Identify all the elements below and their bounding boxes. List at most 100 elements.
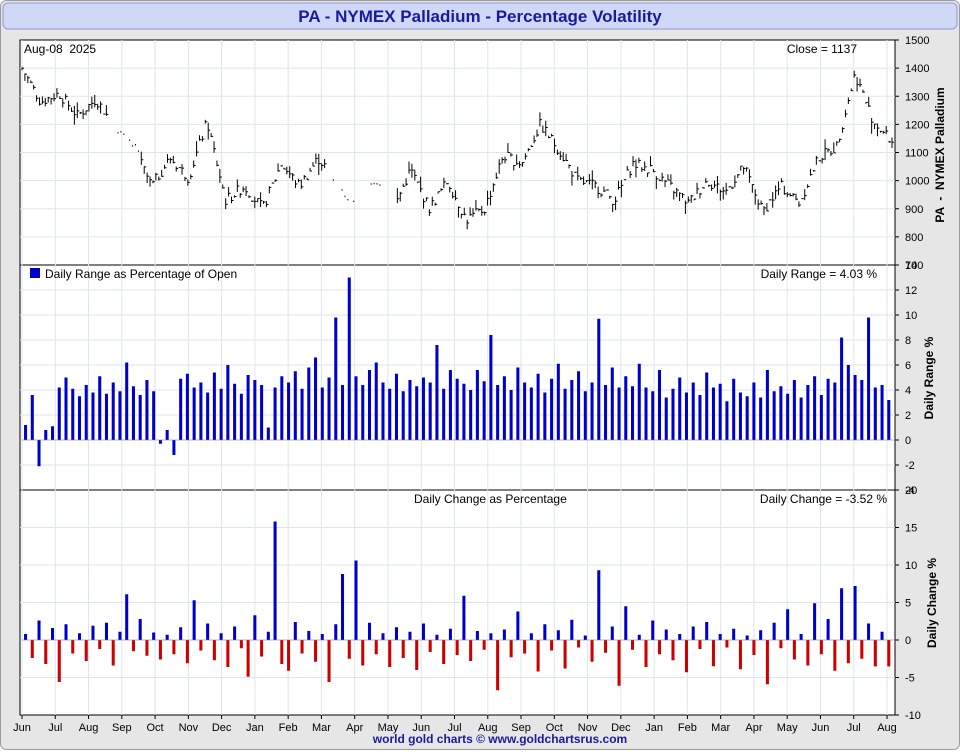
range-bar xyxy=(792,380,796,440)
range-bar xyxy=(806,385,810,440)
range-bar xyxy=(253,380,257,440)
range-bar xyxy=(152,391,156,440)
range-bar xyxy=(104,393,108,440)
change-bar xyxy=(732,628,736,640)
range-bar xyxy=(320,387,324,440)
change-y-axis-title: Daily Change % xyxy=(925,558,939,648)
range-bar xyxy=(341,385,345,440)
change-readout: Daily Change = -3.52 % xyxy=(760,492,887,506)
range-bar xyxy=(57,387,61,440)
range-bar xyxy=(833,382,837,440)
y-tick-label: 20 xyxy=(905,485,917,497)
y-tick-label: -5 xyxy=(905,673,915,685)
range-bar xyxy=(516,367,520,440)
range-bar xyxy=(482,381,486,440)
range-bar xyxy=(597,318,601,440)
change-bar xyxy=(408,631,412,640)
change-bar xyxy=(165,634,169,640)
range-bar xyxy=(469,390,473,440)
change-bar xyxy=(185,640,189,664)
range-bar xyxy=(590,382,594,440)
change-bar xyxy=(57,640,61,682)
range-bar xyxy=(489,335,493,440)
change-bar xyxy=(84,640,88,661)
range-bar xyxy=(826,378,830,440)
range-bar xyxy=(307,367,311,440)
change-bar xyxy=(347,640,351,659)
change-bar xyxy=(388,640,392,667)
y-tick-label: 0 xyxy=(905,635,911,647)
range-y-axis-title: Daily Range % xyxy=(922,336,936,419)
change-bar xyxy=(448,628,452,640)
change-bar xyxy=(219,633,223,640)
change-bar xyxy=(718,634,722,640)
price-y-axis: 700 800 900 1000 1100 1200 1300 1400 1500 xyxy=(895,35,929,272)
change-bar xyxy=(293,622,297,640)
range-bar xyxy=(158,440,162,444)
chart-title: PA - NYMEX Palladium - Percentage Volati… xyxy=(298,7,662,26)
change-bar xyxy=(698,640,702,649)
range-bar xyxy=(131,386,135,440)
range-bar xyxy=(840,337,844,440)
change-bar xyxy=(131,640,135,652)
change-bar xyxy=(206,623,210,640)
change-bar xyxy=(361,640,365,666)
range-bar xyxy=(374,362,378,440)
x-tick-label: Mar xyxy=(312,722,331,734)
x-tick-label: Mar xyxy=(711,722,730,734)
y-tick-label: 15 xyxy=(905,523,917,535)
change-bar xyxy=(125,594,129,640)
change-bar xyxy=(826,619,830,640)
x-tick-label: Jul xyxy=(847,722,861,734)
change-bar xyxy=(617,640,621,686)
range-bar xyxy=(765,370,769,440)
range-bar xyxy=(786,393,790,440)
change-bar xyxy=(327,640,331,682)
change-bar xyxy=(644,640,648,667)
change-bar xyxy=(590,640,594,662)
range-bar xyxy=(172,440,176,455)
range-bar xyxy=(287,382,291,440)
x-tick-label: Oct xyxy=(546,722,563,734)
range-bar xyxy=(523,382,527,440)
range-bar xyxy=(401,391,405,440)
range-bar xyxy=(185,373,189,440)
range-bar xyxy=(239,393,243,440)
y-tick-label: 8 xyxy=(905,335,911,347)
change-bar xyxy=(24,634,28,640)
change-bar xyxy=(523,640,527,654)
range-bar xyxy=(361,385,365,440)
change-bar xyxy=(172,640,176,655)
x-tick-label: Jan xyxy=(645,722,663,734)
range-bar xyxy=(738,392,742,440)
x-tick-label: Nov xyxy=(578,722,598,734)
change-bar xyxy=(367,622,372,640)
range-bar xyxy=(165,430,169,440)
range-bar xyxy=(246,375,250,440)
change-bar xyxy=(792,640,796,660)
x-tick-label: Dec xyxy=(611,722,631,734)
range-bar xyxy=(678,377,682,440)
change-bar xyxy=(556,630,560,640)
range-bar xyxy=(37,440,41,467)
x-tick-label: Aug xyxy=(79,722,99,734)
range-bar xyxy=(273,387,277,440)
y-tick-label: 10 xyxy=(905,310,917,322)
x-tick-label: May xyxy=(777,722,798,734)
range-bar xyxy=(772,391,776,440)
change-bar xyxy=(765,640,769,685)
range-bar xyxy=(314,357,318,440)
title-bar xyxy=(2,2,958,30)
range-bar xyxy=(705,372,709,440)
price-ohlc-series xyxy=(21,67,894,230)
range-bar xyxy=(91,392,95,440)
y-tick-label: 2 xyxy=(905,410,911,422)
range-bar xyxy=(77,396,82,440)
change-bar xyxy=(145,640,149,656)
y-tick-label: 1100 xyxy=(905,148,929,160)
range-bar xyxy=(212,372,216,440)
y-tick-label: 1000 xyxy=(905,176,929,188)
price-date-label: Aug-08 2025 xyxy=(24,42,96,56)
range-legend-label: Daily Range as Percentage of Open xyxy=(45,267,237,281)
x-tick-label: Jul xyxy=(48,722,62,734)
